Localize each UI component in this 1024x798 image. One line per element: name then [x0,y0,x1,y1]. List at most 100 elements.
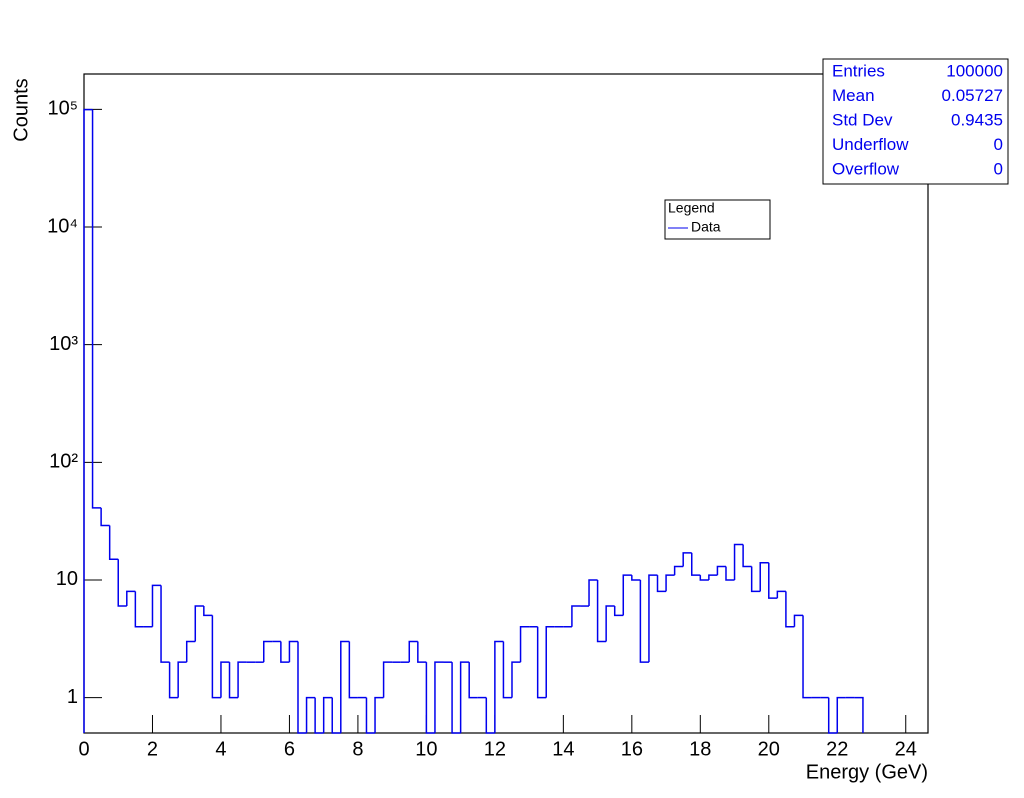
histogram-bin [468,662,478,699]
histogram-bin [340,640,350,733]
y-tick-label: 10² [49,451,78,473]
histogram-bin [622,574,632,616]
histogram-bin [571,605,581,627]
x-tick-label: 2 [147,738,158,760]
histogram-bin [280,641,290,663]
y-tick-label: 10⁴ [47,215,78,237]
x-tick-label: 14 [552,738,574,760]
histogram-bin [639,579,649,663]
histogram-bin [83,108,93,733]
histogram-bin [759,562,769,592]
histogram-bin [631,575,641,581]
histogram-bin [425,662,435,734]
histogram-bin [854,696,864,733]
stats-value: 0 [994,135,1003,154]
histogram-bin [613,606,624,617]
histogram-bin [100,507,110,527]
histogram-bin [228,662,239,699]
histogram-bin [194,605,204,642]
legend-entry: Data [691,219,721,235]
histogram-bin [108,525,119,560]
histogram-bin [365,697,376,734]
legend-box [664,199,771,240]
stats-value: 0.05727 [942,86,1003,105]
x-tick-label: 8 [352,738,363,760]
histogram-bin [126,590,136,607]
histogram-bin [793,614,804,627]
stats-name: Mean [832,86,875,105]
histogram-bin [117,559,127,607]
histogram-bin [305,696,316,733]
histogram-bin [588,579,598,607]
histogram-bin [297,641,307,734]
histogram-bin [836,696,846,733]
y-tick-label: 10 [56,568,78,590]
x-tick-label: 0 [78,738,89,760]
stats-box [822,58,1009,185]
histogram-bin [699,575,709,581]
histogram-bin [185,640,196,663]
histogram-bin [160,585,170,663]
histogram-bin [263,640,273,663]
y-tick-label: 10³ [49,333,78,355]
y-tick-label: 1 [67,686,78,708]
x-tick-label: 16 [621,738,643,760]
stats-value: 0 [994,159,1003,178]
legend-title: Legend [668,200,715,216]
stats-value: 100000 [946,61,1003,80]
histogram-bin [536,626,547,699]
histogram-bin [494,640,504,733]
histogram-bin [485,697,495,734]
histogram-bin [768,562,778,599]
histogram-bin [776,590,786,599]
histogram-bin [134,591,144,628]
stats-name: Entries [832,61,885,80]
histogram-bin [827,697,838,734]
histogram-bin [168,662,179,699]
histogram-bin [733,543,744,580]
histogram-bin [382,661,393,698]
histogram-bin [177,661,187,698]
x-tick-label: 18 [689,738,711,760]
stats-name: Overflow [832,159,900,178]
histogram-bin [374,696,384,733]
x-tick-label: 12 [484,738,506,760]
stats-value: 0.9435 [951,110,1003,129]
histogram-bin [802,615,812,699]
stats-name: Std Dev [832,110,893,129]
frame [83,73,929,734]
histogram-bin [211,615,221,699]
histogram-bin [708,574,718,580]
histogram-bin [785,591,795,628]
histogram-bin [459,661,470,733]
histogram-bin [742,544,752,568]
histogram-bin [314,697,324,734]
histogram-bin [725,566,735,581]
histogram-bin [511,661,521,698]
histogram-bin [665,574,675,592]
histogram-bin [348,641,358,699]
histogram-bin [331,697,341,734]
histogram-bin [237,661,247,698]
histogram-bin [434,661,444,733]
histogram-bin [417,641,427,663]
histogram-bin [91,109,102,509]
histogram-bin [220,661,230,698]
stats-name: Underflow [832,135,909,154]
histogram-bin [203,606,213,617]
histogram-bin [545,626,555,698]
histogram-bin [648,574,658,663]
histogram-bin [451,662,461,734]
histogram-bin [716,565,726,576]
histogram-bin [519,626,530,663]
histogram-bin [682,552,692,567]
histogram-bin [502,641,512,699]
histogram-bin [605,605,615,642]
x-tick-label: 20 [758,738,780,760]
y-axis-label: Counts [10,78,32,141]
histogram-bin [596,579,607,643]
histogram-bin [656,575,667,593]
y-tick-label: 10⁵ [47,98,78,120]
x-tick-label: 10 [415,738,437,760]
